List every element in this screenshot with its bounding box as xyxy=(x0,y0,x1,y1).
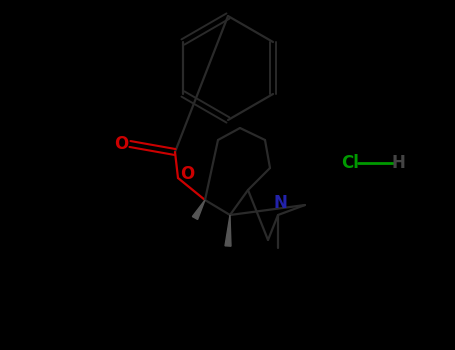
Text: Cl: Cl xyxy=(341,154,359,172)
Polygon shape xyxy=(225,215,231,246)
Text: H: H xyxy=(391,154,405,172)
Text: N: N xyxy=(273,194,287,212)
Text: O: O xyxy=(180,165,194,183)
Text: O: O xyxy=(114,135,128,153)
Polygon shape xyxy=(192,200,205,219)
